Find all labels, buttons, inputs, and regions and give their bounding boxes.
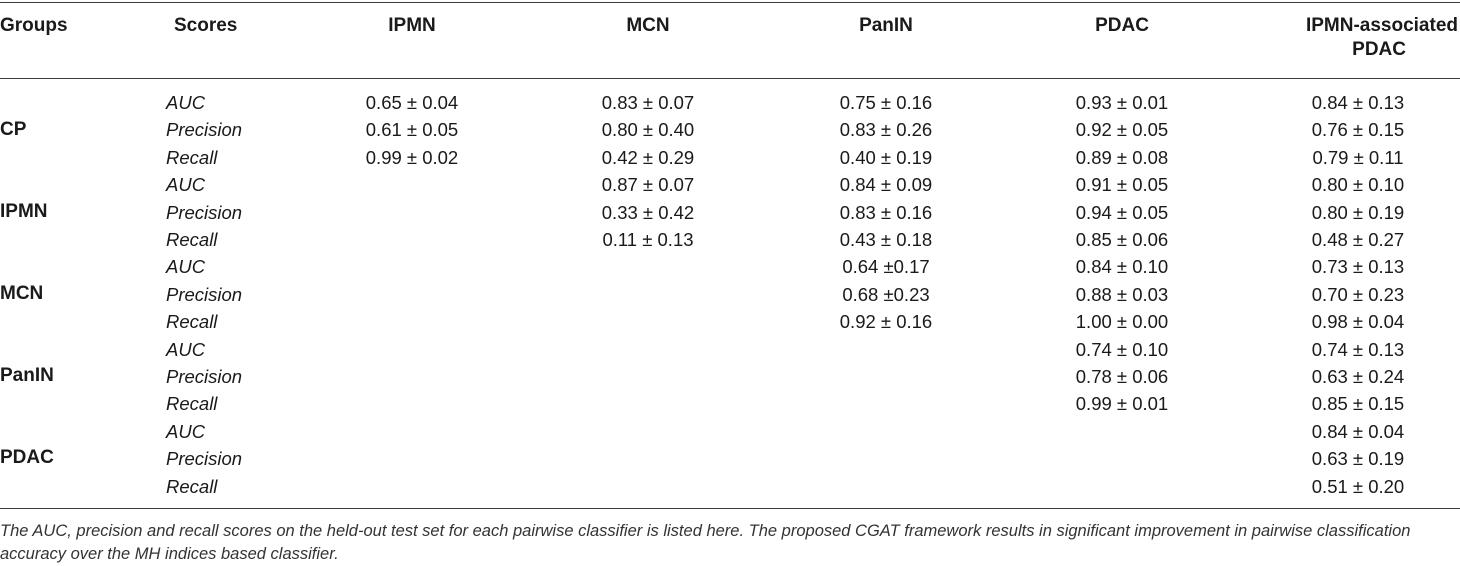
- score-label: AUC: [166, 256, 206, 277]
- table-cell-panin: 0.43 ± 0.18: [839, 229, 933, 250]
- table-cell-ipmn-pdac: 0.79 ± 0.11: [1312, 147, 1404, 168]
- table-cell-mcn: 0.87 ± 0.07: [601, 174, 695, 195]
- table-cell-ipmn-pdac: 0.63 ± 0.19: [1311, 448, 1405, 469]
- table-cell-ipmn: 0.65 ± 0.04: [365, 92, 459, 113]
- table-cell-pdac: 0.74 ± 0.10: [1075, 339, 1169, 360]
- table-cell-ipmn-pdac: 0.63 ± 0.24: [1311, 366, 1405, 387]
- table-cell-ipmn-pdac: 0.48 ± 0.27: [1311, 229, 1405, 250]
- table-cell-panin: 0.92 ± 0.16: [839, 311, 933, 332]
- table-cell-ipmn-pdac: 0.80 ± 0.19: [1311, 202, 1405, 223]
- table-cell-pdac: 0.94 ± 0.05: [1075, 202, 1169, 223]
- score-label: Recall: [166, 311, 218, 332]
- table-cell-ipmn: 0.99 ± 0.02: [365, 147, 459, 168]
- score-label: Precision: [166, 448, 243, 469]
- score-label: Precision: [166, 284, 243, 305]
- table-cell-pdac: 1.00 ± 0.00: [1075, 311, 1169, 332]
- group-label-mcn: MCN: [0, 283, 44, 304]
- score-label: Precision: [166, 119, 243, 140]
- score-label: AUC: [166, 339, 206, 360]
- header-ipmn: IPMN: [388, 15, 436, 36]
- table-cell-panin: 0.40 ± 0.19: [839, 147, 933, 168]
- table-caption: The AUC, precision and recall scores on …: [0, 522, 1411, 563]
- header-scores: Scores: [174, 15, 238, 36]
- table-cell-pdac: 0.85 ± 0.06: [1075, 229, 1169, 250]
- table-top-rule: [0, 2, 1460, 3]
- table-cell-ipmn-pdac: 0.76 ± 0.15: [1311, 119, 1405, 140]
- table-cell-pdac: 0.84 ± 0.10: [1075, 256, 1169, 277]
- group-label-panin: PanIN: [0, 365, 54, 386]
- table-cell-ipmn-pdac: 0.51 ± 0.20: [1311, 476, 1405, 497]
- header-groups: Groups: [0, 15, 68, 36]
- table-cell-panin: 0.84 ± 0.09: [839, 174, 933, 195]
- table-cell-mcn: 0.83 ± 0.07: [601, 92, 695, 113]
- table-cell-pdac: 0.93 ± 0.01: [1075, 92, 1169, 113]
- table-cell-pdac: 0.89 ± 0.08: [1075, 147, 1169, 168]
- table-cell-ipmn-pdac: 0.80 ± 0.10: [1311, 174, 1405, 195]
- table-bottom-rule: [0, 508, 1460, 509]
- table-cell-ipmn-pdac: 0.74 ± 0.13: [1311, 339, 1405, 360]
- table-cell-panin: 0.75 ± 0.16: [839, 92, 933, 113]
- score-label: AUC: [166, 421, 206, 442]
- table-cell-ipmn: 0.61 ± 0.05: [365, 119, 459, 140]
- group-label-pdac: PDAC: [0, 447, 54, 468]
- table-cell-mcn: 0.80 ± 0.40: [601, 119, 695, 140]
- score-label: Precision: [166, 366, 243, 387]
- header-panin: PanIN: [859, 15, 913, 36]
- header-mcn: MCN: [626, 15, 670, 36]
- table-cell-pdac: 0.88 ± 0.03: [1075, 284, 1169, 305]
- table-cell-panin: 0.64 ±0.17: [842, 256, 930, 277]
- table-cell-ipmn-pdac: 0.70 ± 0.23: [1311, 284, 1405, 305]
- table-cell-pdac: 0.92 ± 0.05: [1075, 119, 1169, 140]
- table-cell-mcn: 0.11 ± 0.13: [602, 229, 694, 250]
- table-cell-panin: 0.68 ±0.23: [842, 284, 930, 305]
- table-header-rule: [0, 78, 1460, 79]
- table-cell-panin: 0.83 ± 0.26: [839, 119, 933, 140]
- table-cell-ipmn-pdac: 0.84 ± 0.13: [1311, 92, 1405, 113]
- table-cell-ipmn-pdac: 0.84 ± 0.04: [1311, 421, 1405, 442]
- score-label: AUC: [166, 174, 206, 195]
- table-cell-pdac: 0.91 ± 0.05: [1075, 174, 1169, 195]
- score-label: Recall: [166, 393, 218, 414]
- table-cell-mcn: 0.33 ± 0.42: [601, 202, 695, 223]
- header-pdac: PDAC: [1095, 15, 1149, 36]
- score-label: Precision: [166, 202, 243, 223]
- score-label: Recall: [166, 229, 218, 250]
- table-cell-ipmn-pdac: 0.85 ± 0.15: [1311, 393, 1405, 414]
- table-cell-panin: 0.83 ± 0.16: [839, 202, 933, 223]
- table-cell-ipmn-pdac: 0.98 ± 0.04: [1311, 311, 1405, 332]
- score-label: Recall: [166, 147, 218, 168]
- group-label-ipmn: IPMN: [0, 201, 48, 222]
- score-label: Recall: [166, 476, 218, 497]
- score-label: AUC: [166, 92, 206, 113]
- header-ipmn-associated-pdac: IPMN-associated PDAC: [1258, 14, 1458, 62]
- table-cell-pdac: 0.78 ± 0.06: [1075, 366, 1169, 387]
- header-ipmn-associated-line2: PDAC: [1352, 39, 1406, 60]
- table-cell-mcn: 0.42 ± 0.29: [601, 147, 695, 168]
- table-cell-ipmn-pdac: 0.73 ± 0.13: [1311, 256, 1405, 277]
- table-cell-pdac: 0.99 ± 0.01: [1075, 393, 1169, 414]
- group-label-cp: CP: [0, 119, 27, 140]
- header-ipmn-associated-line1: IPMN-associated: [1305, 15, 1458, 36]
